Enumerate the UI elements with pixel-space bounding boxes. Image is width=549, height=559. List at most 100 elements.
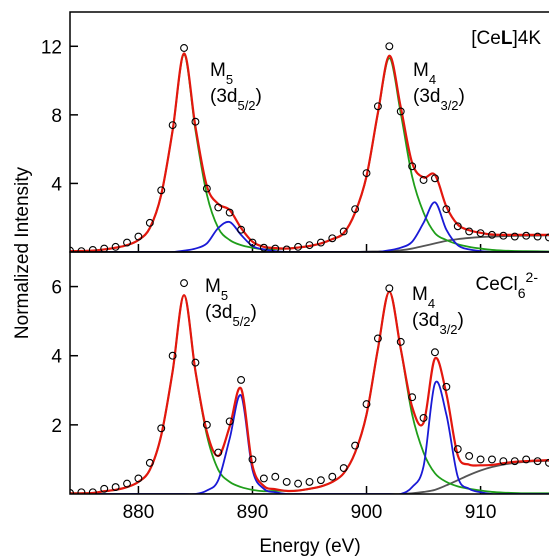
data-point xyxy=(225,417,234,426)
peak-label-main: M xyxy=(412,284,428,305)
data-point xyxy=(111,483,120,492)
data-point xyxy=(431,174,439,183)
peak-label-sub: 4 xyxy=(429,72,436,87)
data-point xyxy=(77,247,86,252)
panel-label-part: L xyxy=(501,28,513,49)
x-axis-title: Energy (eV) xyxy=(259,536,360,557)
peak-label: M4 xyxy=(412,284,435,311)
data-point xyxy=(271,472,280,481)
panel-label: [CeL]4K xyxy=(471,28,541,49)
x-tick-label: 890 xyxy=(237,502,269,523)
x-tick-label: 910 xyxy=(465,502,497,523)
fit-curve xyxy=(70,380,549,494)
data-point xyxy=(328,472,337,481)
data-point xyxy=(499,457,508,466)
peak-label-orbital-sub: 3/2 xyxy=(439,322,457,337)
data-point xyxy=(237,225,246,234)
data-point xyxy=(191,358,200,367)
peak-label-sub: 5 xyxy=(221,288,228,303)
data-point xyxy=(339,464,348,473)
data-point xyxy=(442,205,451,214)
data-point xyxy=(465,227,474,236)
fit-curve xyxy=(70,234,549,252)
peak-label-line2: (3d3/2) xyxy=(413,86,465,113)
data-point xyxy=(499,231,508,240)
fit-curve xyxy=(70,290,549,494)
panel-label-part: CeCl xyxy=(476,274,518,295)
data-point xyxy=(259,243,268,252)
peak-label-close: ) xyxy=(251,302,257,323)
data-point xyxy=(362,400,371,409)
panel-label-part: 6 xyxy=(518,285,526,301)
data-point xyxy=(408,393,417,402)
data-point xyxy=(442,382,451,391)
data-point xyxy=(168,121,177,130)
panel-label-part: 2- xyxy=(526,269,539,285)
fit-curve xyxy=(70,52,549,252)
data-point xyxy=(259,474,268,483)
data-point xyxy=(488,230,496,239)
data-point xyxy=(510,457,519,466)
data-point xyxy=(419,176,428,184)
data-point xyxy=(134,232,143,241)
data-point xyxy=(157,186,166,195)
data-point xyxy=(248,455,257,464)
peak-label-orbital: (3d xyxy=(413,86,440,107)
data-point xyxy=(180,44,188,52)
data-point xyxy=(145,218,154,227)
peak-label: M5 xyxy=(210,60,233,87)
peak-label-close: ) xyxy=(256,86,262,107)
data-point xyxy=(453,445,462,454)
peak-label-line2: (3d5/2) xyxy=(205,302,257,329)
y-tick-label: 4 xyxy=(51,347,62,368)
data-point xyxy=(111,242,120,251)
data-point xyxy=(123,238,131,247)
data-point xyxy=(522,231,531,240)
data-point xyxy=(339,227,348,236)
x-tick-label: 880 xyxy=(123,502,155,523)
data-point xyxy=(168,351,177,360)
peak-label-main: M xyxy=(413,60,429,81)
x-tick-label: 900 xyxy=(351,502,383,523)
peak-label-main: M xyxy=(210,60,226,81)
peak-label-close: ) xyxy=(458,310,464,331)
peak-label: M4 xyxy=(413,60,436,87)
peak-label: M5 xyxy=(205,276,228,303)
data-point xyxy=(282,477,291,486)
data-point xyxy=(294,242,303,251)
data-point xyxy=(305,241,314,250)
data-point xyxy=(373,102,382,111)
fit-curve xyxy=(70,290,549,494)
y-tick-label: 2 xyxy=(51,416,62,437)
peak-label-orbital-sub: 5/2 xyxy=(237,98,255,113)
data-point xyxy=(476,229,485,238)
data-point xyxy=(88,245,97,252)
data-point xyxy=(316,476,325,485)
data-point xyxy=(396,337,405,346)
peak-label-line2: (3d3/2) xyxy=(412,310,464,337)
data-point xyxy=(202,184,211,193)
data-point xyxy=(328,234,337,243)
data-point xyxy=(123,479,131,488)
y-tick-label: 12 xyxy=(41,37,62,58)
data-point xyxy=(362,169,371,178)
data-point xyxy=(373,334,382,343)
data-point xyxy=(214,448,223,457)
peak-label-orbital: (3d xyxy=(412,310,439,331)
data-point xyxy=(419,413,428,422)
data-point xyxy=(70,489,74,494)
data-point xyxy=(316,238,325,247)
data-point xyxy=(134,474,143,483)
peak-label-sub: 4 xyxy=(428,296,435,311)
data-point xyxy=(385,42,394,51)
data-point xyxy=(157,424,166,433)
fit-curve xyxy=(70,201,549,252)
data-point xyxy=(70,246,74,252)
data-point xyxy=(476,455,485,464)
panel-frame xyxy=(69,251,549,495)
peak-label-orbital-sub: 5/2 xyxy=(232,314,250,329)
data-point xyxy=(453,222,462,231)
y-tick-label: 8 xyxy=(51,106,62,127)
data-point xyxy=(465,452,474,460)
